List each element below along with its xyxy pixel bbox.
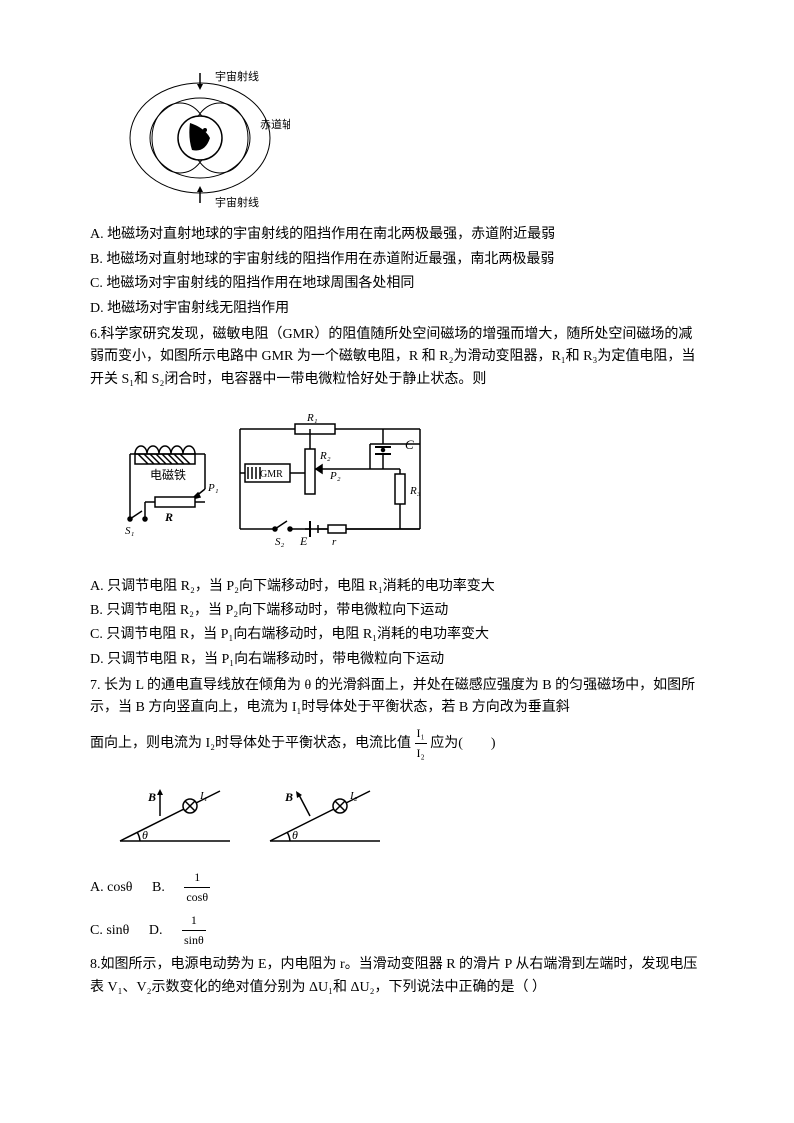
q6-option-c: C. 只调节电阻 R，当 P₁向右端移动时，电阻 R₁消耗的电功率变大 [90,624,704,646]
q7-figure: θ B I₁ θ B I₂ [110,771,704,859]
fig6-r1: R₁ [306,412,318,424]
q7-option-c: C. sinθ [90,923,129,938]
fig6-s1: S₁ [125,525,135,537]
q7-option-a: A. cosθ [90,880,132,895]
q5-option-b: B. 地磁场对直射地球的宇宙射线的阻挡作用在赤道附近最强，南北两极最弱 [90,249,704,271]
fig7-left-i: I₁ [199,790,208,802]
q7-option-b: B. 1 cosθ [152,880,242,895]
q6-option-a: A. 只调节电阻 R₂，当 P₂向下端移动时，电阻 R₁消耗的电功率变大 [90,576,704,598]
q7-options-ab: A. cosθ B. 1 cosθ [90,868,704,907]
q5-option-a: A. 地磁场对直射地球的宇宙射线的阻挡作用在南北两极最强，赤道附近最弱 [90,224,704,246]
q7-ratio-frac: I₁ I₂ [415,724,427,763]
fig6-e: E [299,534,308,548]
q7-options-cd: C. sinθ D. 1 sinθ [90,911,704,950]
q6-figure: 电磁铁 P₁ S₁ R [110,399,704,567]
fig6-p1: P₁ [207,482,219,494]
q7-stem-p2b: 应为( ) [430,736,495,751]
q6-option-d: D. 只调节电阻 R，当 P₁向右端移动时，带电微粒向下运动 [90,649,704,671]
q5-figure: 宇宙射线 赤道轴 宇宙射线 [110,68,704,216]
fig7-right-b: B [284,790,293,804]
q7-stem-p2a: 面向上，则电流为 I₂时导体处于平衡状态，电流比值 [90,736,411,751]
q7-stem-p1: 7. 长为 L 的通电直导线放在倾角为 θ 的光滑斜面上，并处在磁感应强度为 B… [90,675,704,720]
fig6-magnet-label: 电磁铁 [150,467,186,482]
fig6-rr: r [332,536,337,548]
fig7-left-b: B [147,790,156,804]
q8-stem: 8.如图所示，电源电动势为 E，内电阻为 r。当滑动变阻器 R 的滑片 P 从右… [90,954,704,999]
q5-option-c: C. 地磁场对宇宙射线的阻挡作用在地球周围各处相同 [90,273,704,295]
q7-stem-p2: 面向上，则电流为 I₂时导体处于平衡状态，电流比值 I₁ I₂ 应为( ) [90,724,704,763]
q5-option-d: D. 地磁场对宇宙射线无阻挡作用 [90,298,704,320]
fig5-label-right: 赤道轴 [260,117,290,131]
fig7-right-theta: θ [292,828,298,842]
fig6-r3: R₃ [409,485,421,497]
fig6-r: R [164,510,173,524]
fig6-s2: S₂ [275,536,285,548]
fig6-c: C [405,437,414,452]
fig7-right-i: I₂ [349,790,358,802]
q6-stem: 6.科学家研究发现，磁敏电阻（GMR）的阻值随所处空间磁场的增强而增大，随所处空… [90,324,704,391]
fig6-gmr: GMR [260,469,283,480]
q6-option-b: B. 只调节电阻 R₂，当 P₂向下端移动时，带电微粒向下运动 [90,600,704,622]
fig5-label-bottom: 宇宙射线 [215,195,259,208]
fig6-r2: R₂ [319,450,331,462]
fig5-label-top: 宇宙射线 [215,69,259,83]
fig7-left-theta: θ [142,828,148,842]
q7-option-d: D. 1 sinθ [149,923,238,938]
fig6-p2: P₂ [329,470,341,482]
